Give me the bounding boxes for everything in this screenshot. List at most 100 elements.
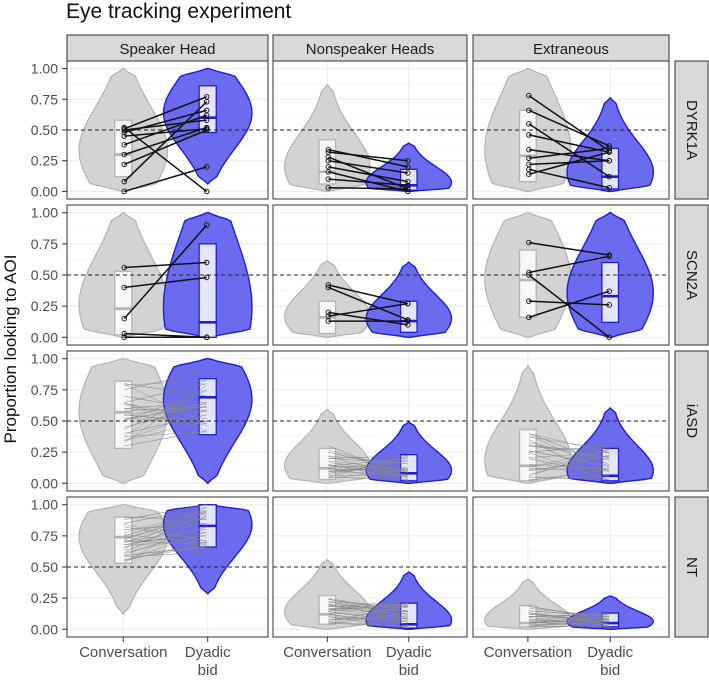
panel-dyrk1a-nonspeaker-heads — [272, 60, 468, 200]
paired-line — [528, 445, 610, 453]
y-tick-label: 0.75 — [31, 91, 58, 107]
paired-line — [328, 171, 408, 193]
paired-line — [124, 526, 207, 542]
y-tick-label: 0.25 — [31, 590, 58, 606]
y-tick-label: 1.00 — [31, 61, 58, 77]
participant-point-dyadic-bid — [203, 107, 210, 114]
participant-point-conversation — [121, 151, 128, 158]
panel-iasd-speaker-head — [66, 350, 269, 492]
paired-line — [528, 454, 610, 475]
participant-point-dyadic-bid — [203, 188, 210, 195]
participant-point-dyadic-bid — [606, 157, 612, 164]
violin-dyadic-bid — [365, 142, 453, 193]
paired-line — [528, 475, 610, 480]
x-tick-label-dyadic: Dyadic — [386, 644, 432, 661]
panel-dyrk1a-speaker-head — [66, 60, 269, 200]
paired-line — [328, 603, 408, 609]
paired-line — [124, 383, 207, 397]
x-tick-label-conversation: Conversation — [484, 644, 572, 661]
paired-line — [528, 452, 610, 458]
box-dyadic-bid — [601, 261, 620, 323]
box-dyadic-bid — [399, 602, 418, 629]
violin-dyadic-bid — [365, 261, 453, 338]
paired-line — [124, 431, 207, 437]
participant-point-conversation — [526, 132, 532, 138]
panel-scn2a-speaker-head — [66, 204, 269, 346]
y-tick-label: 1.00 — [31, 497, 58, 513]
y-tick-label: 0.00 — [31, 329, 58, 345]
paired-line — [328, 148, 408, 168]
paired-line — [328, 605, 408, 622]
participant-point-conversation — [121, 264, 128, 271]
paired-line — [328, 464, 408, 475]
paired-line — [328, 455, 408, 459]
participant-point-conversation — [526, 155, 532, 161]
y-tick-label: 0.75 — [31, 236, 58, 252]
paired-line — [328, 455, 408, 464]
paired-line — [124, 516, 207, 520]
y-tick-label: 0.00 — [31, 183, 58, 199]
paired-line — [124, 383, 207, 425]
box-conversation — [114, 270, 133, 336]
paired-line — [528, 612, 610, 625]
x-tick-label-dyadic: Dyadic — [185, 644, 231, 661]
box-dyadic-bid — [198, 377, 217, 436]
paired-line — [328, 616, 408, 629]
paired-line — [528, 444, 610, 459]
paired-line — [124, 514, 207, 564]
paired-line — [124, 507, 207, 548]
column-strip-label-speaker-head: Speaker Head — [120, 41, 216, 58]
paired-line — [124, 531, 207, 561]
paired-line — [528, 148, 610, 162]
paired-line — [528, 476, 610, 480]
paired-line — [124, 545, 207, 556]
panel-nt-speaker-head — [66, 496, 269, 638]
paired-line — [328, 599, 408, 613]
paired-line — [328, 616, 408, 620]
paired-line — [124, 515, 207, 543]
panel-iasd-nonspeaker-heads — [272, 350, 468, 492]
paired-line — [124, 379, 207, 438]
participant-point-conversation — [526, 239, 532, 246]
paired-line — [528, 614, 610, 623]
column-strip-extraneous — [472, 34, 670, 64]
paired-line — [528, 290, 610, 319]
paired-line — [124, 551, 207, 558]
y-tick-label: 0.75 — [31, 528, 58, 544]
paired-line — [124, 96, 207, 130]
paired-line — [528, 621, 610, 627]
paired-line — [528, 434, 610, 473]
paired-line — [124, 418, 207, 422]
participant-point-dyadic-bid — [405, 300, 411, 307]
row-strip-label-iasd: iASD — [683, 404, 700, 438]
paired-line — [528, 300, 610, 306]
paired-line — [124, 119, 207, 131]
participant-point-dyadic-bid — [203, 117, 210, 123]
participant-point-dyadic-bid — [606, 334, 612, 341]
paired-line — [528, 612, 610, 625]
paired-line — [124, 511, 207, 539]
paired-line — [528, 255, 610, 274]
participant-point-conversation — [325, 313, 332, 319]
row-strip-nt — [674, 496, 709, 638]
panel-border — [66, 350, 269, 492]
paired-line — [124, 390, 207, 430]
paired-line — [328, 614, 408, 625]
paired-line — [124, 546, 207, 556]
row-strip-label-nt: NT — [683, 557, 700, 577]
participant-point-dyadic-bid — [203, 94, 210, 100]
paired-line — [528, 613, 610, 618]
paired-line — [328, 598, 408, 618]
participant-point-conversation — [121, 161, 128, 168]
x-tick-label-bid: bid — [198, 662, 218, 679]
participant-point-dyadic-bid — [203, 126, 210, 132]
participant-point-conversation — [121, 284, 128, 291]
paired-line — [528, 452, 610, 481]
participant-point-conversation — [526, 269, 532, 276]
panel-border — [66, 204, 269, 346]
participant-point-conversation — [526, 161, 532, 168]
paired-line — [124, 510, 207, 537]
y-tick-label: 0.50 — [31, 122, 58, 138]
participant-point-dyadic-bid — [203, 334, 210, 341]
paired-line — [124, 403, 207, 421]
